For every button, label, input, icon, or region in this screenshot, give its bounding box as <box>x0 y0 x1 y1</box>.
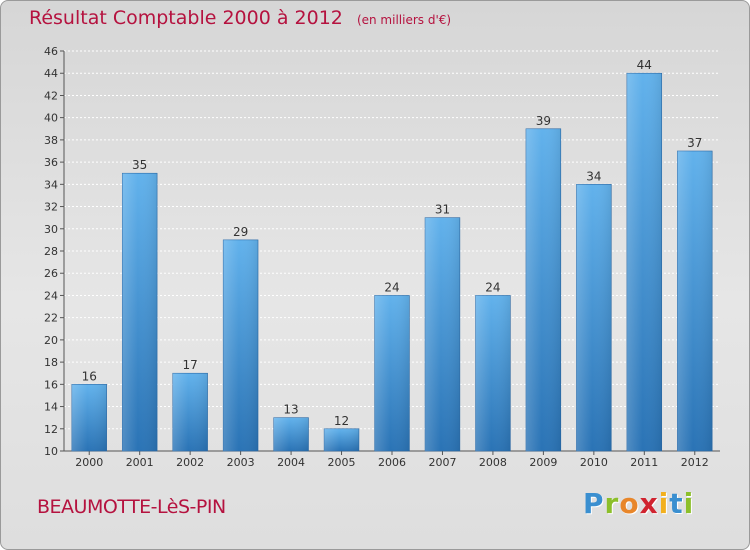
y-tick-label: 36 <box>44 156 58 169</box>
y-tick-label: 16 <box>44 378 58 391</box>
x-tick-label: 2010 <box>580 456 608 469</box>
x-tick-label: 2004 <box>277 456 305 469</box>
data-label: 13 <box>283 403 298 417</box>
x-tick-label: 2005 <box>328 456 356 469</box>
bar-shine <box>122 173 158 451</box>
x-tick-label: 2007 <box>428 456 456 469</box>
data-labels: 16 35 17 29 13 12 24 31 24 39 34 44 37 <box>82 58 703 428</box>
x-tick-label: 2000 <box>75 456 103 469</box>
data-label: 44 <box>637 58 652 72</box>
x-tick-label: 2012 <box>681 456 709 469</box>
bar-shine <box>374 295 410 451</box>
data-label: 24 <box>384 280 399 294</box>
y-tick-label: 10 <box>44 445 58 458</box>
y-tick-label: 34 <box>44 178 58 191</box>
y-tick-label: 22 <box>44 312 58 325</box>
bar-shine <box>626 73 662 451</box>
chart-title: Résultat Comptable 2000 à 2012 (en milli… <box>29 7 451 29</box>
y-tick-label: 26 <box>44 267 58 280</box>
y-tick-label: 44 <box>44 67 58 80</box>
x-tick-label: 2009 <box>529 456 557 469</box>
data-label: 37 <box>687 136 702 150</box>
y-tick-label: 46 <box>44 45 58 58</box>
x-tick-label: 2006 <box>378 456 406 469</box>
chart-unit-label: (en milliers d'€) <box>356 13 452 27</box>
y-tick-label: 24 <box>44 289 58 302</box>
y-tick-label: 28 <box>44 245 58 258</box>
logo-letter: i <box>658 487 670 520</box>
x-tick-label: 2011 <box>630 456 658 469</box>
logo-letter: i <box>683 487 695 520</box>
y-tick-label: 20 <box>44 334 58 347</box>
logo-letter: r <box>604 487 620 520</box>
bar-shine <box>223 239 259 451</box>
y-tick-label: 12 <box>44 423 58 436</box>
logo-letter: o <box>619 487 640 520</box>
data-label: 34 <box>586 169 601 183</box>
y-tick-label: 42 <box>44 89 58 102</box>
bar-shine <box>525 128 561 451</box>
bars <box>71 72 713 452</box>
data-label: 29 <box>233 225 248 239</box>
y-tick-label: 30 <box>44 223 58 236</box>
data-label: 24 <box>485 280 500 294</box>
bar-shine <box>273 417 309 451</box>
x-tick-label: 2002 <box>176 456 204 469</box>
data-label: 39 <box>536 114 551 128</box>
bar-shine <box>677 151 713 451</box>
x-tick-label: 2001 <box>126 456 154 469</box>
data-label: 16 <box>82 369 97 383</box>
bar-shine <box>71 384 107 451</box>
logo-letter: t <box>669 487 684 520</box>
bar-shine <box>172 373 208 451</box>
x-tick-label: 2003 <box>227 456 255 469</box>
bar-shine <box>425 217 460 451</box>
y-tick-label: 38 <box>44 134 58 147</box>
town-name: BEAUMOTTE-LèS-PIN <box>37 496 226 518</box>
data-label: 35 <box>132 158 147 172</box>
logo-letter: P <box>583 487 605 520</box>
bar-shine <box>576 184 612 452</box>
logo-letter: x <box>639 487 659 520</box>
data-label: 12 <box>334 414 349 428</box>
y-tick-label: 32 <box>44 201 58 214</box>
data-label: 17 <box>183 358 198 372</box>
chart-title-text: Résultat Comptable 2000 à 2012 <box>29 7 343 29</box>
y-tick-label: 40 <box>44 112 58 125</box>
bar-shine <box>324 428 359 451</box>
data-label: 31 <box>435 203 450 217</box>
proxiti-logo: Proxiti <box>583 487 694 520</box>
y-tick-label: 18 <box>44 356 58 369</box>
x-tick-label: 2008 <box>479 456 507 469</box>
bar-shine <box>475 295 511 451</box>
y-tick-label: 14 <box>44 401 58 414</box>
